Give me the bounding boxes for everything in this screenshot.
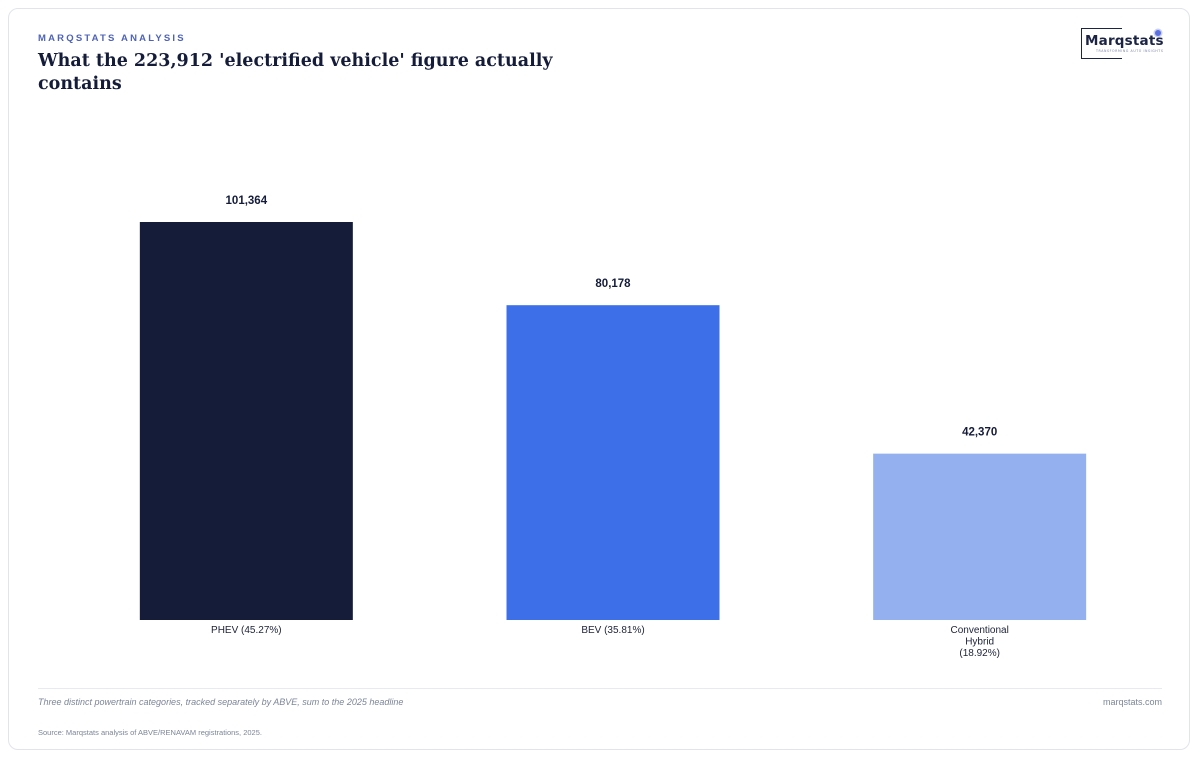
source-note: Source: Marqstats analysis of ABVE/RENAV… bbox=[38, 728, 262, 737]
marqstats-logo: Marqstats TRANSFORMING AUTO INSIGHTS bbox=[1081, 28, 1164, 61]
chart-title: What the 223,912 'electrified vehicle' f… bbox=[38, 51, 553, 94]
category-label-line: PHEV (45.27%) bbox=[211, 625, 282, 636]
footer-note: Three distinct powertrain categories, tr… bbox=[38, 697, 404, 707]
category-label-3: Conventional Hybrid (18.92%) bbox=[950, 625, 1008, 659]
logo-wordmark: Marqstats bbox=[1085, 33, 1164, 49]
category-label-2: BEV (35.81%) bbox=[581, 625, 644, 636]
category-label-line: BEV (35.81%) bbox=[581, 625, 644, 636]
category-label-1: PHEV (45.27%) bbox=[211, 625, 282, 636]
value-label-1: 101,364 bbox=[226, 195, 268, 207]
footer-divider bbox=[38, 688, 1162, 689]
logo-dot-icon bbox=[1155, 30, 1161, 36]
category-label-line: Conventional bbox=[950, 625, 1008, 636]
logo-tagline: TRANSFORMING AUTO INSIGHTS bbox=[1096, 49, 1164, 53]
bar-2 bbox=[506, 305, 720, 620]
category-label-line: (18.92%) bbox=[959, 648, 1000, 659]
bar-3 bbox=[873, 453, 1087, 620]
kicker-label: MARQSTATS ANALYSIS bbox=[38, 33, 186, 44]
footer-site-link[interactable]: marqstats.com bbox=[1102, 697, 1162, 707]
category-label-line: Hybrid bbox=[965, 637, 994, 648]
bar-1 bbox=[139, 222, 353, 620]
logo-frame bbox=[1081, 28, 1122, 59]
value-label-2: 80,178 bbox=[595, 278, 631, 290]
value-label-3: 42,370 bbox=[962, 427, 997, 439]
